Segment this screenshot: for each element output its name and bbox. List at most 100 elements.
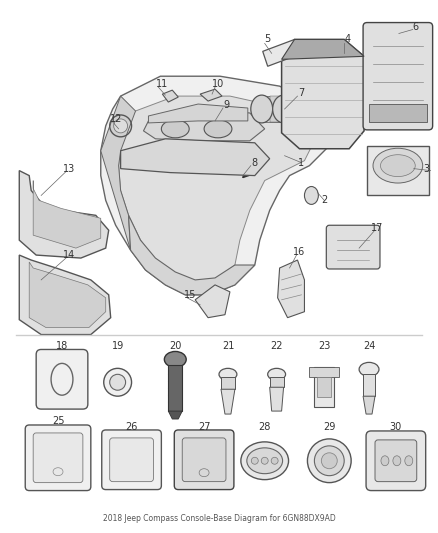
Ellipse shape (219, 368, 237, 380)
Ellipse shape (381, 155, 415, 176)
Ellipse shape (261, 457, 268, 464)
Text: 17: 17 (371, 223, 383, 233)
FancyBboxPatch shape (33, 433, 83, 482)
Ellipse shape (268, 368, 286, 380)
FancyBboxPatch shape (363, 22, 433, 130)
Polygon shape (363, 396, 375, 414)
Ellipse shape (307, 439, 351, 482)
Text: 28: 28 (258, 422, 271, 432)
Bar (363, 374, 375, 396)
Text: 24: 24 (363, 342, 375, 351)
Text: 30: 30 (390, 422, 402, 432)
FancyBboxPatch shape (25, 425, 91, 490)
Ellipse shape (251, 95, 273, 123)
Text: 2018 Jeep Compass Console-Base Diagram for 6GN88DX9AD: 2018 Jeep Compass Console-Base Diagram f… (102, 514, 336, 523)
Bar (369, 104, 427, 122)
Bar (314, 367, 334, 407)
Ellipse shape (104, 368, 131, 396)
Ellipse shape (247, 448, 283, 474)
Ellipse shape (204, 120, 232, 138)
Text: 4: 4 (344, 35, 350, 44)
Ellipse shape (304, 187, 318, 204)
FancyBboxPatch shape (366, 431, 426, 490)
FancyBboxPatch shape (174, 430, 234, 490)
Polygon shape (33, 181, 101, 248)
Text: 22: 22 (270, 342, 283, 351)
FancyBboxPatch shape (36, 350, 88, 409)
Text: 13: 13 (63, 164, 75, 174)
Polygon shape (200, 89, 222, 101)
Text: 23: 23 (318, 342, 331, 351)
Bar (270, 96, 283, 122)
Bar (221, 377, 235, 389)
Polygon shape (19, 255, 111, 335)
Text: 5: 5 (265, 35, 271, 44)
Polygon shape (168, 411, 182, 419)
Ellipse shape (321, 453, 337, 469)
Ellipse shape (241, 442, 289, 480)
Ellipse shape (114, 119, 127, 133)
Polygon shape (195, 285, 230, 318)
Ellipse shape (373, 148, 423, 183)
Bar (168, 365, 182, 411)
Ellipse shape (393, 456, 401, 466)
Polygon shape (278, 260, 304, 318)
Text: 15: 15 (184, 290, 196, 300)
Polygon shape (282, 39, 364, 149)
Polygon shape (101, 76, 329, 295)
Text: 18: 18 (56, 342, 68, 351)
Ellipse shape (164, 351, 186, 367)
Polygon shape (282, 39, 364, 59)
Polygon shape (162, 90, 178, 102)
Ellipse shape (381, 456, 389, 466)
Text: 27: 27 (198, 422, 210, 432)
Ellipse shape (110, 374, 126, 390)
Ellipse shape (251, 457, 258, 464)
Text: 6: 6 (413, 21, 419, 31)
Text: 1: 1 (298, 158, 304, 168)
Polygon shape (19, 171, 109, 258)
Ellipse shape (271, 457, 278, 464)
Text: 8: 8 (252, 158, 258, 168)
FancyBboxPatch shape (326, 225, 380, 269)
Text: 20: 20 (169, 342, 181, 351)
Polygon shape (148, 104, 248, 123)
Polygon shape (129, 215, 255, 295)
Ellipse shape (359, 362, 379, 376)
Bar (270, 377, 283, 387)
Ellipse shape (314, 446, 344, 475)
FancyBboxPatch shape (110, 438, 153, 482)
Bar (318, 377, 331, 397)
Ellipse shape (273, 95, 294, 123)
Text: 9: 9 (223, 100, 229, 110)
Polygon shape (29, 262, 106, 328)
Text: 10: 10 (212, 79, 224, 89)
Bar (309, 367, 339, 377)
Ellipse shape (405, 456, 413, 466)
Polygon shape (101, 96, 135, 250)
Polygon shape (263, 39, 300, 66)
Text: 3: 3 (424, 164, 430, 174)
Polygon shape (120, 139, 270, 175)
Text: 7: 7 (298, 88, 304, 98)
Polygon shape (221, 389, 235, 414)
FancyBboxPatch shape (102, 430, 161, 490)
Polygon shape (144, 109, 265, 141)
Polygon shape (270, 387, 283, 411)
Text: 26: 26 (125, 422, 138, 432)
FancyBboxPatch shape (375, 440, 417, 482)
Text: 12: 12 (110, 114, 122, 124)
Text: 2: 2 (321, 196, 328, 205)
FancyBboxPatch shape (182, 438, 226, 482)
Polygon shape (367, 146, 429, 196)
Bar (262, 96, 283, 122)
Text: 14: 14 (63, 250, 75, 260)
Text: 19: 19 (112, 342, 124, 351)
Text: 21: 21 (222, 342, 234, 351)
Text: 16: 16 (293, 247, 306, 257)
Text: 29: 29 (323, 422, 336, 432)
Ellipse shape (161, 120, 189, 138)
Text: 11: 11 (156, 79, 169, 89)
Polygon shape (119, 96, 314, 282)
Text: 25: 25 (52, 416, 64, 426)
